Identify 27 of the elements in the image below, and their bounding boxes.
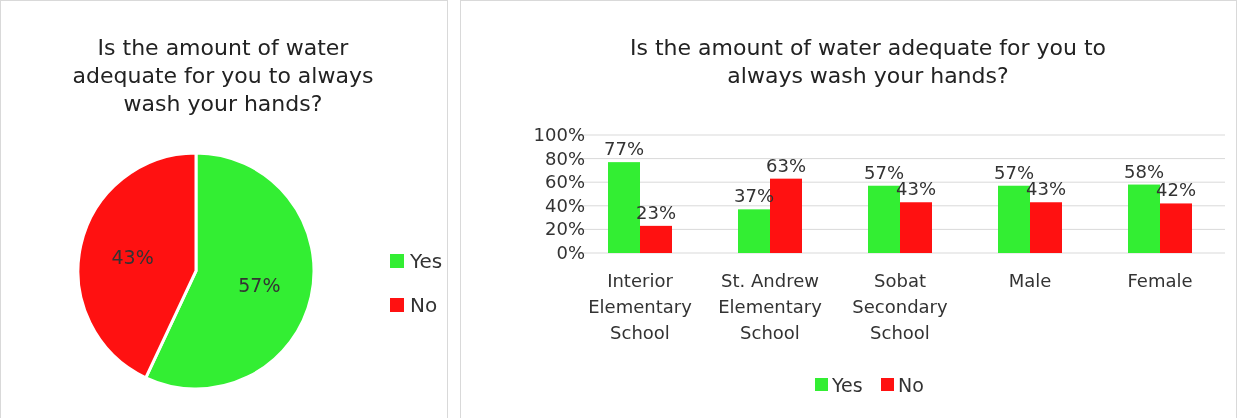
bar bbox=[1160, 203, 1192, 253]
x-tick-label: Male bbox=[1008, 270, 1052, 291]
data-label: 43% bbox=[111, 245, 154, 268]
y-tick-label: 100% bbox=[533, 124, 585, 145]
bar bbox=[900, 202, 932, 253]
bar bbox=[738, 209, 770, 253]
y-tick-label: 80% bbox=[544, 147, 585, 169]
chart-title: Is the amount of water adequate for you to always wash your hands? bbox=[72, 35, 374, 116]
legend-label: Yes bbox=[831, 374, 863, 396]
data-label: 63% bbox=[765, 154, 807, 176]
bar bbox=[1030, 202, 1062, 253]
legend-label: No bbox=[898, 374, 924, 396]
y-tick-label: 20% bbox=[544, 218, 585, 240]
data-label: 58% bbox=[1123, 160, 1165, 182]
legend-label: No bbox=[410, 293, 438, 317]
data-label: 57% bbox=[238, 274, 281, 297]
x-tick-label: Interior Elementary School bbox=[588, 270, 693, 343]
chart-title: Is the amount of water adequate for you to always wash your hands? bbox=[629, 35, 1107, 88]
data-label: 77% bbox=[603, 138, 645, 160]
x-tick-label: St. Andrew Elementary School bbox=[718, 270, 823, 343]
x-tick-label: Female bbox=[1127, 270, 1193, 291]
y-tick-label: 40% bbox=[544, 194, 585, 216]
legend-label: Yes bbox=[409, 249, 443, 273]
y-tick-label: 60% bbox=[544, 171, 585, 193]
bar bbox=[640, 225, 672, 253]
x-tick-label: Sobat Secondary School bbox=[852, 270, 949, 343]
y-tick-label: 0% bbox=[556, 242, 585, 263]
